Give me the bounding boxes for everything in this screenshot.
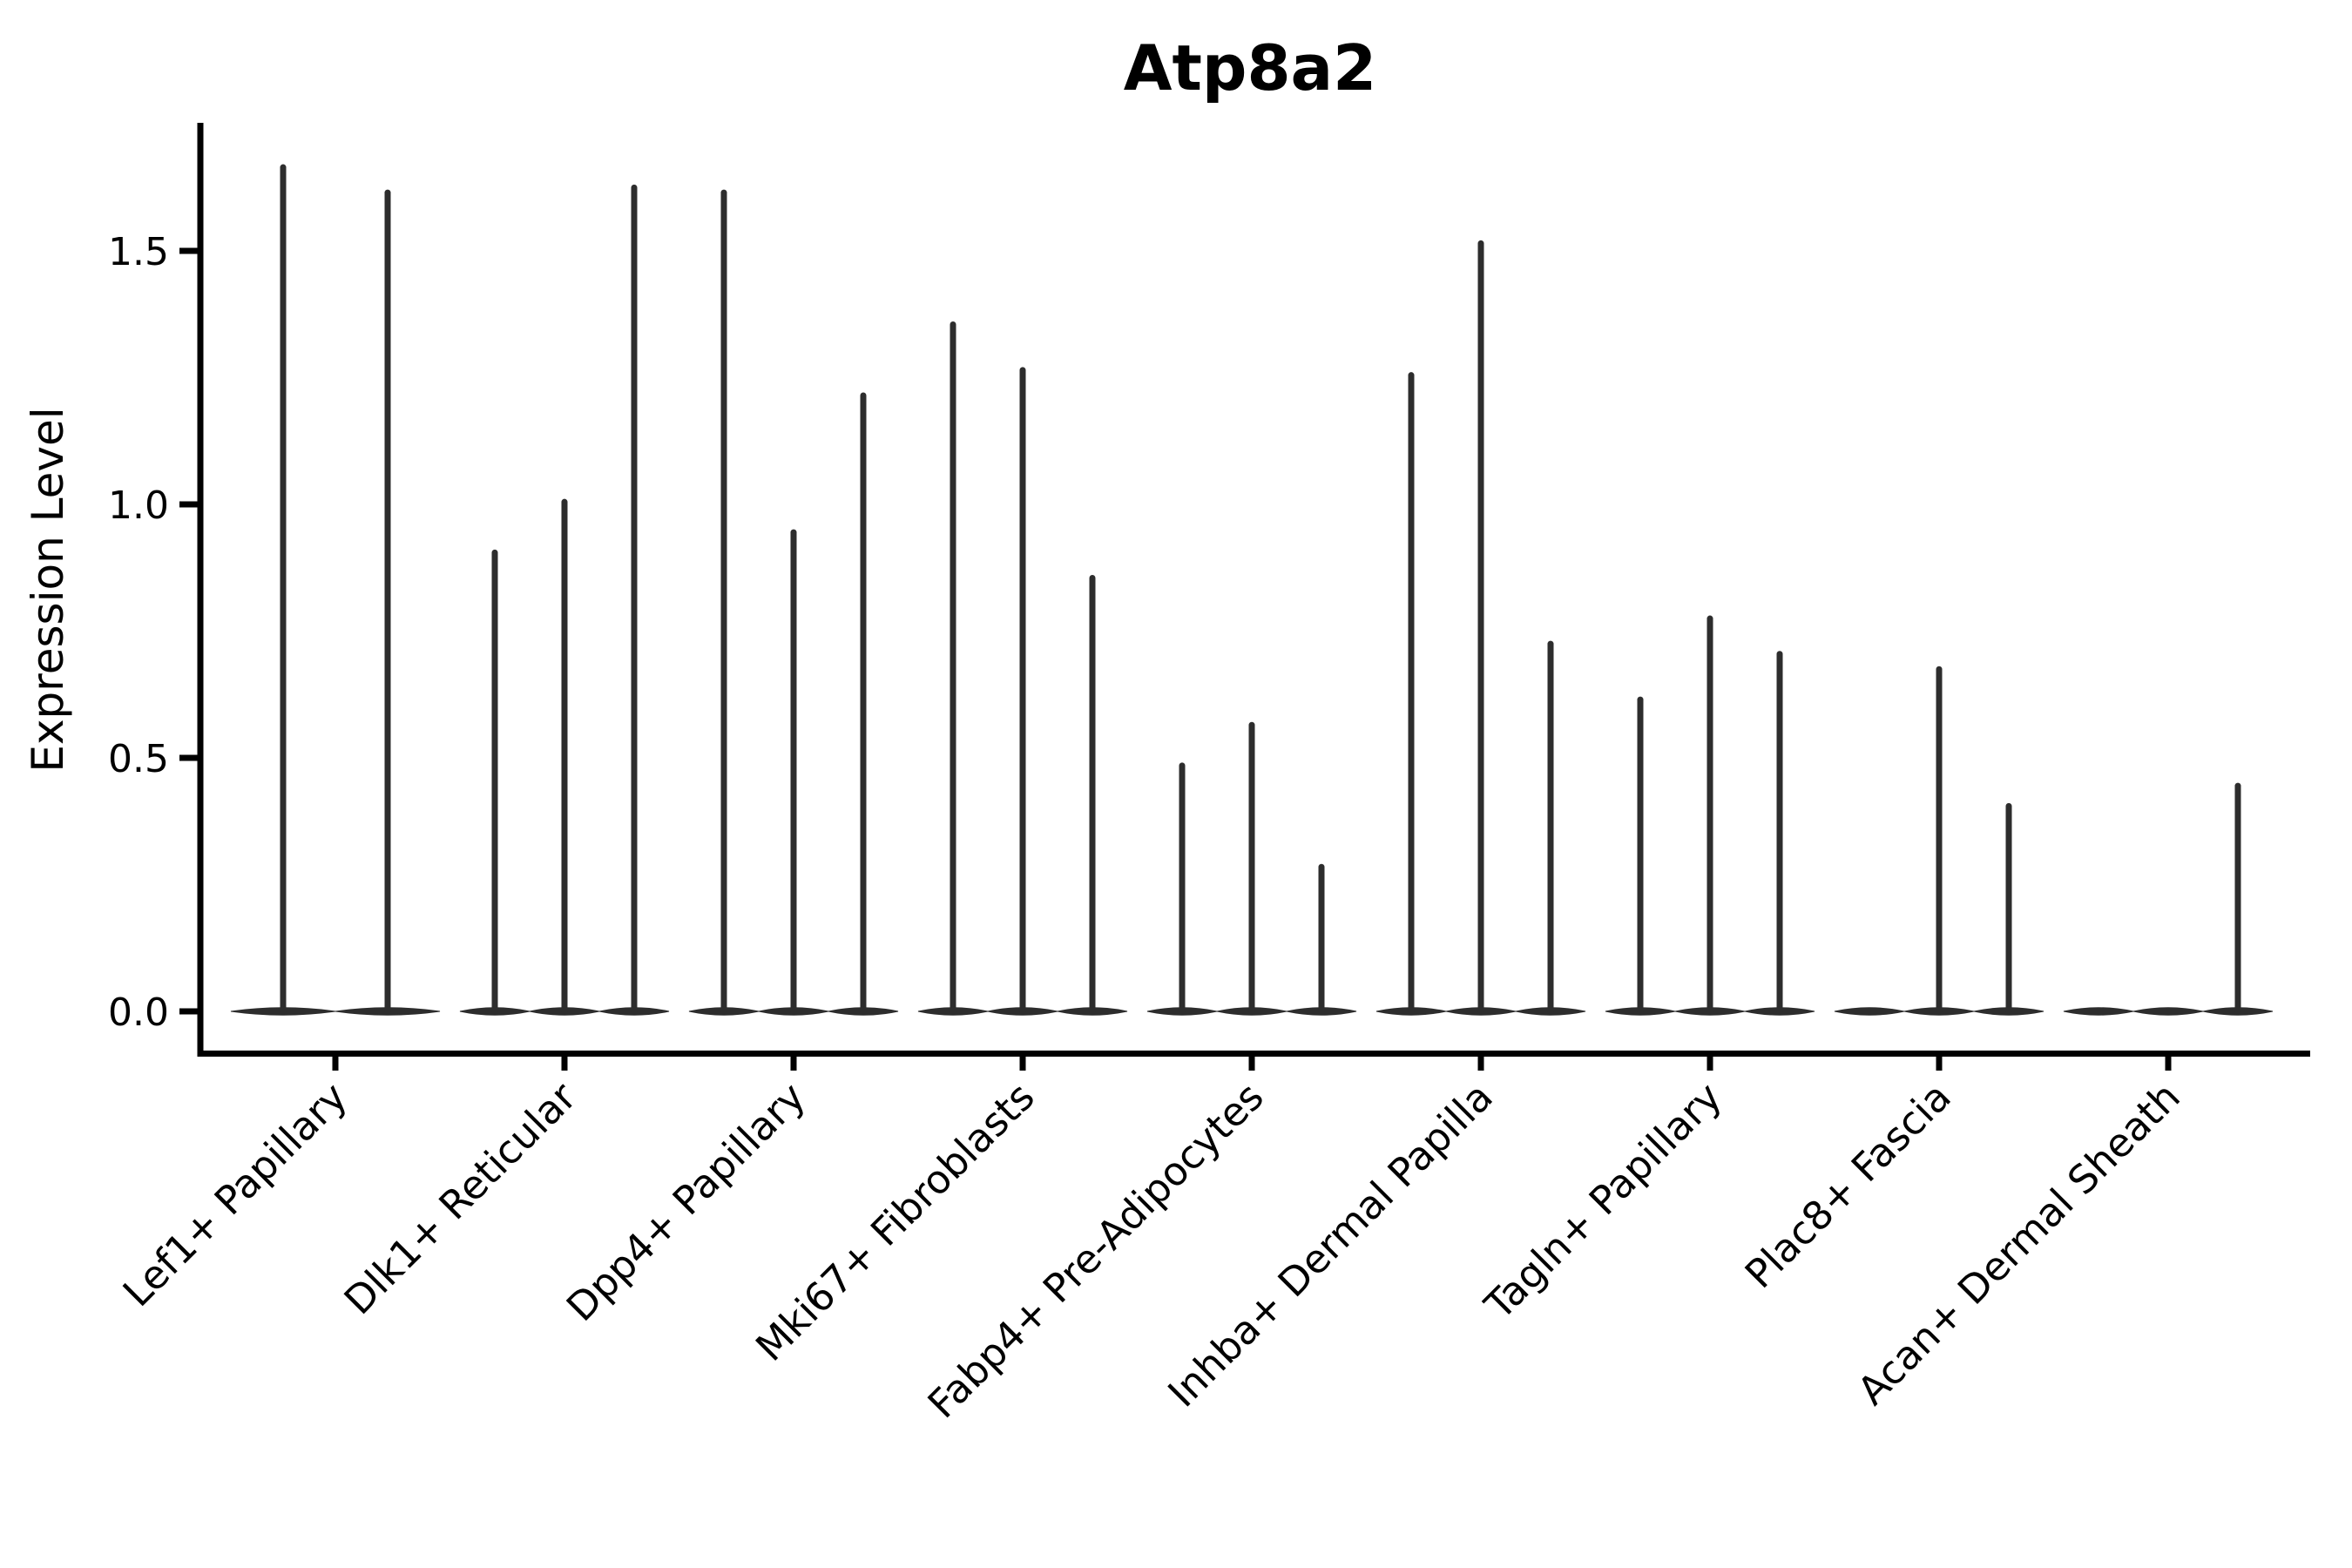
x-tick [790,1057,797,1071]
y-axis-label: Expression Level [23,407,73,772]
violin-body [2132,1007,2204,1016]
y-tick [179,754,200,761]
x-category-label: Tagln+ Papillary [1476,1073,1731,1328]
x-category-label: Dpp4+ Papillary [558,1073,814,1330]
y-tick [179,247,200,254]
y-tick-label: 0.5 [108,737,169,781]
x-category-label: Dlk1+ Reticular [335,1073,585,1323]
x-tick [332,1057,339,1071]
violin-layer [230,164,2274,1016]
x-tick [2165,1057,2172,1071]
y-axis-spine [197,123,204,1057]
x-tick [1477,1057,1484,1071]
y-tick-label: 1.5 [108,230,169,274]
x-tick [1248,1057,1255,1071]
violin-body [2063,1007,2134,1016]
violin-body [1834,1007,1905,1016]
y-tick [179,501,200,508]
x-tick [1936,1057,1943,1071]
x-tick [561,1057,568,1071]
chart-title: Atp8a2 [1124,31,1376,105]
x-axis-spine [197,1051,2310,1057]
y-tick-label: 0.0 [108,990,169,1035]
x-tick [1019,1057,1026,1071]
x-category-label: Plac8+ Fascia [1736,1073,1960,1297]
y-tick [179,1008,200,1015]
y-tick-label: 1.0 [108,483,169,528]
x-category-label: Lef1+ Papillary [114,1073,356,1315]
x-tick [1707,1057,1713,1071]
